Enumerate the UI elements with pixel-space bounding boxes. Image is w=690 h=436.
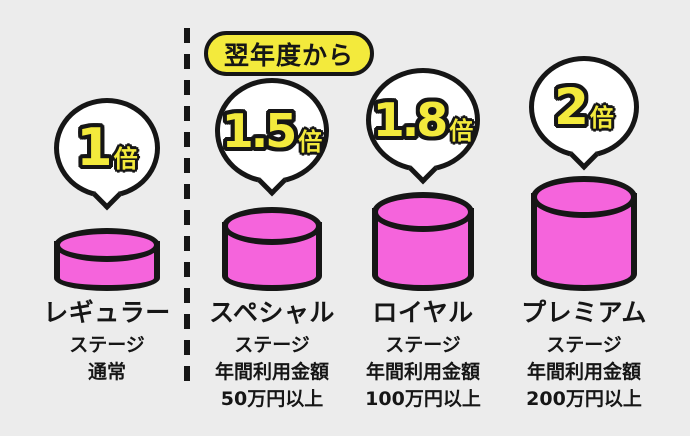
multiplier-unit: 倍 bbox=[113, 144, 138, 173]
stage-label: プレミアム ステージ 年間利用金額 200万円以上 bbox=[492, 297, 676, 413]
stage-sub-line: ステージ bbox=[546, 334, 622, 357]
stage-sub-line: 年間利用金額 bbox=[526, 361, 641, 384]
cylinder-top bbox=[54, 228, 160, 262]
multiplier-unit: 倍 bbox=[449, 116, 474, 145]
stage-label: ロイヤル ステージ 年間利用金額 100万円以上 bbox=[331, 297, 515, 413]
multiplier-value: 2 bbox=[554, 78, 589, 136]
stage-cylinder bbox=[54, 228, 160, 291]
stage-column-special: 1.5 倍 スペシャル ステージ 年間利用金額 50万円以上 bbox=[192, 0, 352, 436]
stage-sub-line: 100万円以上 bbox=[365, 388, 481, 411]
stage-name: ロイヤル bbox=[372, 298, 474, 327]
stage-sub-line: 200万円以上 bbox=[526, 388, 642, 411]
multiplier-unit: 倍 bbox=[298, 127, 323, 156]
cylinder-top bbox=[222, 207, 322, 245]
multiplier-value: 1 bbox=[76, 118, 112, 178]
stage-column-regular: 1 倍 レギュラー ステージ 通常 bbox=[27, 0, 187, 436]
multiplier-balloon: 1.5 倍 bbox=[215, 78, 329, 197]
multiplier-balloon: 1 倍 bbox=[54, 98, 160, 211]
stage-sub-line: 50万円以上 bbox=[220, 388, 324, 411]
cylinder-top bbox=[531, 176, 637, 218]
stage-cylinder bbox=[531, 176, 637, 291]
stage-name: レギュラー bbox=[43, 298, 171, 327]
stage-column-royal: 1.8 倍 ロイヤル ステージ 年間利用金額 100万円以上 bbox=[343, 0, 503, 436]
stage-cylinder bbox=[222, 207, 322, 291]
cylinder-top bbox=[372, 192, 474, 232]
stage-name: プレミアム bbox=[521, 298, 647, 327]
balloon-tail bbox=[257, 166, 287, 197]
stage-sub-line: ステージ bbox=[234, 334, 310, 357]
stage-sub-line: 通常 bbox=[87, 361, 126, 384]
balloon-tail bbox=[408, 154, 438, 185]
stage-sub-line: ステージ bbox=[385, 334, 461, 357]
stage-sub-line: ステージ bbox=[69, 334, 145, 357]
multiplier-value: 1.8 bbox=[372, 93, 448, 147]
multiplier-value: 1.5 bbox=[221, 104, 297, 158]
multiplier-unit: 倍 bbox=[589, 103, 614, 132]
next-year-badge-label: 翌年度から bbox=[224, 40, 355, 70]
multiplier-balloon: 1.8 倍 bbox=[366, 68, 480, 185]
balloon-tail bbox=[569, 140, 599, 171]
next-year-badge: 翌年度から bbox=[204, 31, 375, 76]
multiplier-balloon: 2 倍 bbox=[529, 56, 639, 171]
stage-sub-line: 年間利用金額 bbox=[365, 361, 480, 384]
stage-label: レギュラー ステージ 通常 bbox=[15, 297, 199, 386]
stage-label: スペシャル ステージ 年間利用金額 50万円以上 bbox=[180, 297, 364, 413]
stage-sub-line: 年間利用金額 bbox=[214, 361, 329, 384]
stage-cylinder bbox=[372, 192, 474, 291]
balloon-tail bbox=[92, 180, 122, 211]
stage-name: スペシャル bbox=[209, 298, 335, 327]
stage-column-premium: 2 倍 プレミアム ステージ 年間利用金額 200万円以上 bbox=[504, 0, 664, 436]
dashed-divider bbox=[184, 28, 190, 388]
